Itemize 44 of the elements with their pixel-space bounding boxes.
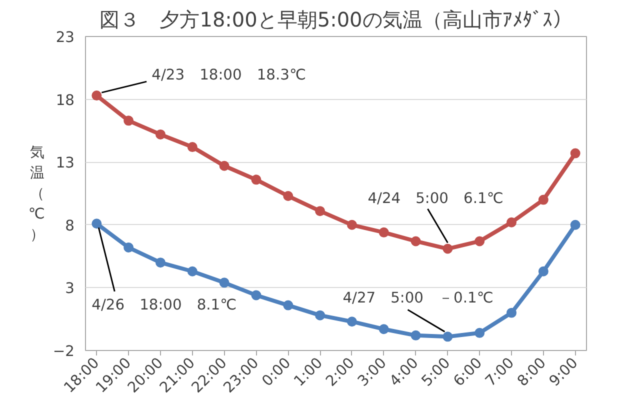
- point: [92, 90, 102, 101]
- y-tick-label: 3: [65, 280, 75, 298]
- point: [506, 217, 517, 228]
- annotation: 4/26 18:00 8.1℃: [92, 296, 237, 314]
- point: [219, 160, 230, 171]
- point: [92, 218, 102, 229]
- chart-title: 図３ 夕方18:00と早朝5:00の気温（高山市ｱﾒﾀﾞｽ）: [100, 8, 572, 32]
- point: [474, 236, 485, 246]
- point: [155, 129, 166, 140]
- point: [538, 266, 548, 276]
- point: [378, 227, 389, 238]
- y-tick-label: 23: [56, 29, 75, 46]
- point: [283, 300, 294, 310]
- annotation: 4/24 5:00 6.1℃: [368, 190, 504, 207]
- y-tick-label: 13: [56, 154, 75, 172]
- point: [251, 174, 262, 185]
- point: [474, 328, 485, 338]
- y-axis-title: 気温（℃）: [28, 144, 45, 243]
- point: [570, 148, 580, 158]
- point: [346, 220, 357, 230]
- point: [315, 206, 326, 216]
- point: [283, 191, 294, 202]
- point: [538, 194, 548, 205]
- point: [251, 290, 262, 300]
- point: [187, 142, 198, 152]
- point: [570, 220, 580, 230]
- point: [124, 116, 134, 126]
- point: [346, 316, 357, 327]
- annotation: 4/23 18:00 18.3℃: [152, 66, 306, 84]
- annotation: 4/27 5:00 －0.1℃: [342, 290, 494, 307]
- point: [410, 236, 421, 246]
- y-tick-label: −2: [52, 343, 75, 360]
- point: [442, 244, 453, 254]
- y-tick-label: 8: [65, 217, 75, 234]
- point: [315, 310, 326, 320]
- point: [124, 242, 134, 252]
- point: [506, 308, 517, 318]
- point: [155, 258, 166, 268]
- point: [187, 266, 198, 276]
- y-tick-label: 18: [56, 92, 75, 109]
- point: [442, 332, 453, 342]
- point: [378, 324, 389, 334]
- point: [219, 278, 230, 288]
- point: [410, 330, 421, 340]
